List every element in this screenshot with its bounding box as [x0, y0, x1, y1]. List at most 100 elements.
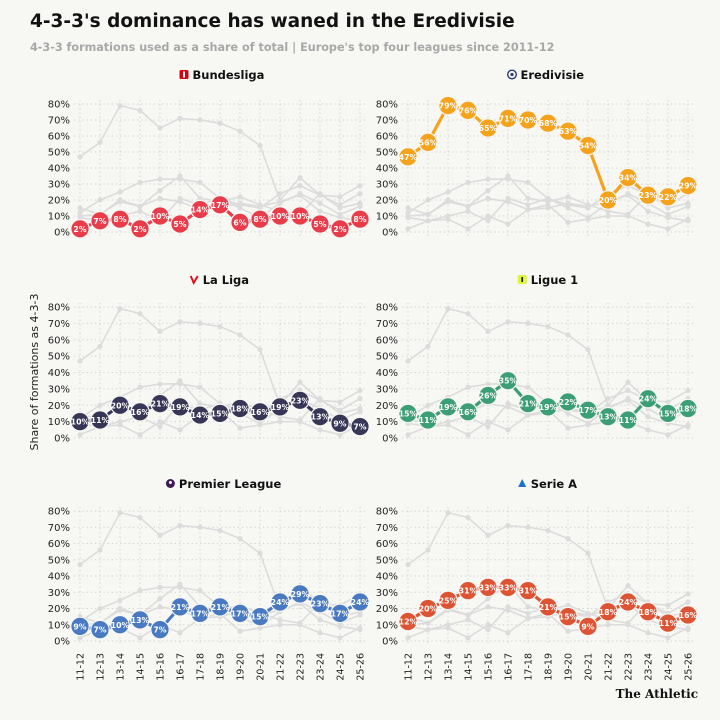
data-label: 5% [313, 220, 326, 229]
background-series-point [297, 379, 303, 385]
data-label: 54% [579, 142, 598, 151]
background-series-point [485, 596, 491, 602]
x-tick-label: 17-18 [524, 653, 535, 681]
data-label: 19% [439, 403, 458, 412]
data-point [438, 590, 458, 611]
data-label: 8% [113, 215, 126, 224]
y-tick-label: 10% [376, 212, 398, 223]
data-point [290, 584, 310, 604]
y-tick-label: 80% [48, 507, 70, 518]
background-series-point [257, 550, 263, 556]
background-series-point [605, 396, 611, 402]
panel-title: Bundesliga [179, 68, 264, 82]
data-point [330, 219, 350, 239]
background-series-point [525, 207, 531, 213]
y-tick-label: 0% [54, 228, 70, 239]
x-tick-label: 12-13 [424, 653, 435, 681]
data-label: 15% [559, 613, 578, 622]
data-point [290, 206, 310, 226]
background-series-point [465, 432, 471, 438]
background-series-point [217, 120, 223, 126]
y-tick-label: 40% [48, 164, 70, 175]
background-series-point [117, 306, 123, 312]
x-tick-label: 22-23 [296, 653, 307, 681]
background-series-point [605, 213, 611, 219]
data-label: 9% [581, 622, 594, 631]
background-series-point [485, 604, 491, 610]
data-point [578, 400, 598, 420]
y-tick-label: 80% [48, 100, 70, 111]
x-tick-label: 23-24 [644, 653, 655, 681]
background-series-point [157, 195, 163, 201]
background-series-point [625, 191, 631, 197]
data-label: 16% [459, 408, 478, 417]
background-series-point [465, 617, 471, 623]
background-series-point [445, 510, 451, 516]
background-series-point [625, 211, 631, 217]
background-series-point [485, 423, 491, 430]
panel-title-text: Eredivisie [521, 68, 585, 82]
background-series-point [485, 622, 491, 628]
background-series-point [625, 396, 631, 402]
data-point [498, 370, 518, 391]
y-tick-label: 50% [376, 352, 398, 363]
background-series-point [665, 635, 671, 641]
background-series-point [485, 627, 491, 633]
background-series-point [137, 432, 143, 438]
y-tick-label: 40% [48, 368, 70, 379]
data-point [558, 392, 578, 412]
background-series-point [237, 194, 243, 200]
data-point [518, 110, 538, 130]
background-series-point [277, 622, 283, 628]
y-tick-label: 30% [48, 180, 70, 191]
background-series-point [337, 407, 343, 413]
data-label: 20% [111, 401, 130, 410]
data-point [618, 410, 638, 430]
background-series-point [525, 202, 531, 208]
data-point [90, 619, 110, 640]
x-tick-label: 11-12 [404, 653, 415, 681]
background-series-point [565, 194, 571, 200]
background-series-point [197, 401, 203, 407]
data-label: 22% [659, 193, 678, 202]
background-series-point [137, 179, 143, 185]
y-tick-label: 20% [376, 604, 398, 615]
background-series-point [525, 615, 531, 621]
background-series-point [405, 226, 411, 232]
data-point [330, 413, 350, 434]
data-label: 10% [151, 212, 170, 221]
background-series-point [525, 412, 531, 418]
background-series-point [665, 602, 671, 608]
laliga-logo-icon [189, 275, 199, 286]
y-tick-label: 60% [48, 132, 70, 143]
background-series-point [485, 381, 491, 387]
background-series-point [565, 332, 571, 338]
data-label: 29% [291, 590, 310, 599]
background-series-point [137, 203, 143, 209]
y-tick-label: 30% [48, 588, 70, 599]
background-series-point [545, 195, 551, 201]
data-point [418, 598, 438, 619]
background-series-point [685, 423, 691, 430]
y-tick-label: 60% [48, 539, 70, 550]
data-point [558, 606, 578, 627]
background-series-point [117, 597, 123, 603]
y-tick-label: 20% [48, 401, 70, 412]
data-point [478, 577, 498, 598]
background-series-point [317, 617, 323, 623]
background-series-point [425, 547, 431, 553]
y-tick-label: 80% [376, 303, 398, 314]
y-tick-label: 50% [376, 148, 398, 159]
background-series-point [157, 176, 163, 182]
panel-title-text: Ligue 1 [531, 273, 579, 287]
panel-premier-league: 0%10%20%30%40%50%60%70%80%9% 7%10%13%7%21… [48, 477, 370, 681]
y-tick-label: 50% [376, 555, 398, 566]
y-tick-label: 70% [48, 116, 70, 127]
data-point [150, 393, 170, 414]
background-series-point [485, 195, 491, 201]
panel-title: Premier League [165, 477, 282, 491]
background-series-point [685, 627, 691, 633]
y-tick-label: 40% [376, 572, 398, 583]
background-series-point [505, 319, 511, 325]
data-label: 17% [331, 609, 350, 618]
